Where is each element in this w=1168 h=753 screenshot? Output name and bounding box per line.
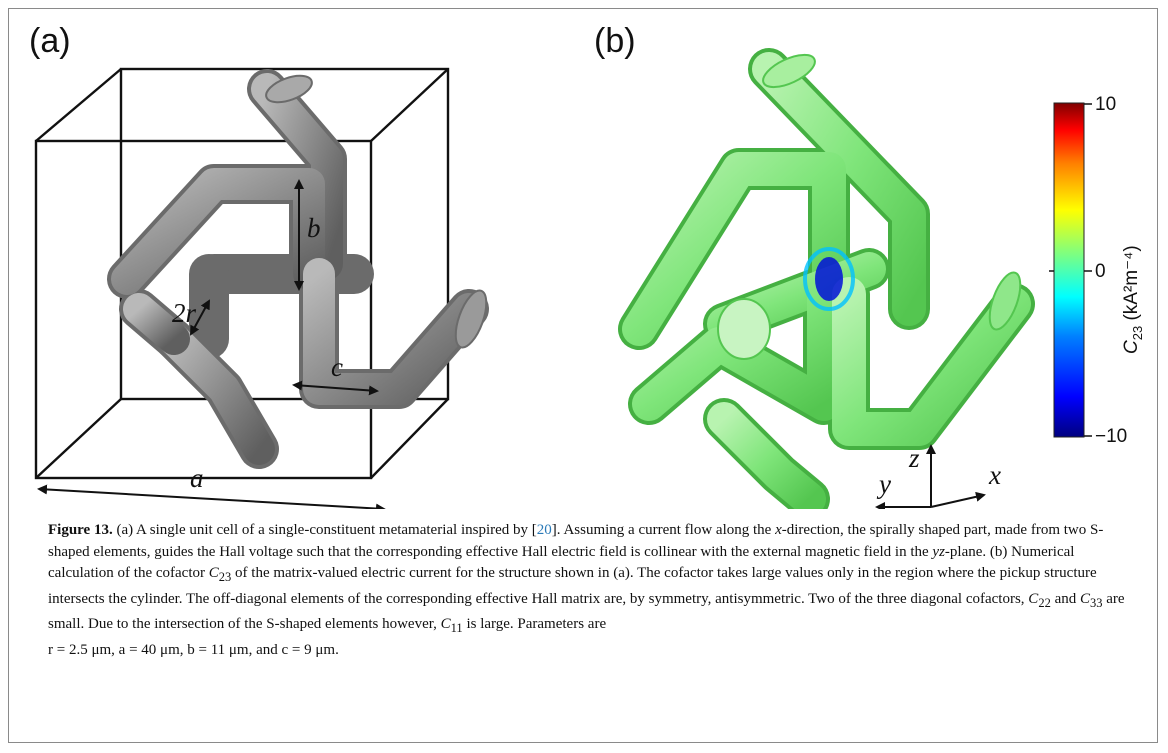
caption-text: are small. Due to the intersection of th…	[48, 590, 1125, 633]
caption-var: C	[1079, 590, 1090, 607]
colorbar-title: C23 (kA²m⁻⁴)	[1121, 245, 1145, 354]
caption-text: is large. Parameters are	[462, 616, 607, 632]
caption-sub: 22	[1038, 595, 1051, 610]
colorbar	[1049, 102, 1092, 438]
citation-link[interactable]: 20	[536, 522, 552, 538]
coordinate-axes	[875, 444, 986, 509]
dim-2r-label: 2r	[172, 298, 197, 328]
panel-b-label: (b)	[594, 22, 636, 60]
colorbar-max-label: 10	[1095, 94, 1116, 115]
caption-sub: 11	[450, 621, 463, 635]
caption-text: -direction, the spirally shaped part, ma…	[48, 522, 1104, 560]
colorbar-min-label: −10	[1095, 426, 1127, 447]
colorbar-zero-label: 0	[1095, 261, 1106, 282]
caption-text: ]. Assuming a current flow along the	[551, 522, 776, 538]
gray-spiral-structure	[107, 69, 489, 469]
dim-b-label: b	[307, 213, 321, 243]
figure-frame	[8, 8, 1158, 743]
figure-graphic: (a)	[29, 22, 1145, 509]
axis-z-label: z	[908, 443, 920, 473]
caption-sub: 33	[1090, 595, 1103, 610]
dim-a-label: a	[190, 463, 204, 493]
dim-c-label: c	[331, 352, 343, 382]
caption-var: x	[775, 522, 782, 538]
unit-cell-cube	[34, 67, 450, 480]
axis-x-label: x	[988, 460, 1001, 490]
panel-a-label: (a)	[29, 22, 71, 60]
caption-text: and	[1050, 590, 1080, 607]
caption-var: C	[1028, 590, 1039, 607]
caption-var: yz	[932, 543, 945, 560]
caption-text: (a) A single unit cell of a single-const…	[112, 522, 537, 538]
caption-params: r = 2.5 μm, a = 40 μm, b = 11 μm, and c …	[48, 641, 339, 658]
caption-var: C	[208, 565, 219, 581]
caption-var: C	[440, 616, 451, 632]
caption-sub: 23	[218, 570, 232, 584]
green-spiral-structure	[618, 48, 1035, 509]
caption-text: of the matrix-valued electric current fo…	[48, 565, 1097, 607]
dimension-annotations	[37, 179, 386, 509]
caption-label: Figure 13.	[48, 522, 113, 538]
figure-caption: Figure 13. (a) A single unit cell of a s…	[48, 520, 1128, 661]
caption-text: -plane. (b) Numerical calculation of the…	[48, 543, 1075, 582]
axis-y-label: y	[876, 469, 891, 499]
